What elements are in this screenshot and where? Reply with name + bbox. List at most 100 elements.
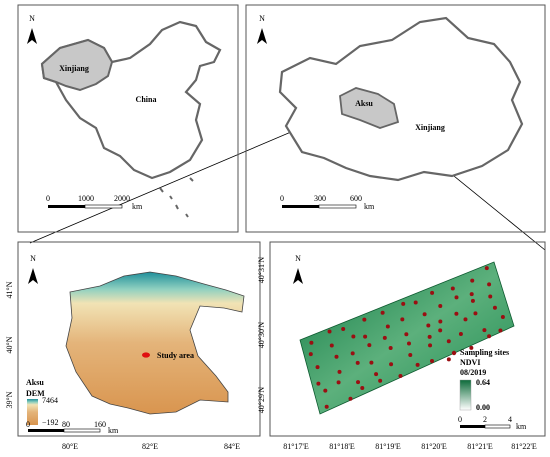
- sampling-site: [336, 380, 341, 385]
- xinjiang-outline: [278, 16, 524, 182]
- sampling-site: [360, 385, 365, 390]
- sampling-site: [356, 380, 361, 385]
- sampling-site: [308, 352, 313, 357]
- legend-title: NDVI: [460, 358, 480, 367]
- legend-max: 7464: [42, 396, 58, 405]
- scale-bar: [460, 425, 485, 428]
- sampling-site: [482, 328, 487, 333]
- legend-min: 0.00: [476, 403, 490, 412]
- sampling-site: [500, 314, 505, 319]
- legend-date: 08/2019: [460, 368, 486, 377]
- sampling-site: [463, 317, 468, 322]
- lon-label: 81°20'E: [421, 442, 447, 451]
- north-label: N: [295, 254, 301, 263]
- scale-label: 0: [280, 194, 284, 203]
- legend-title: Aksu: [26, 378, 44, 387]
- aksu-area: [339, 87, 400, 129]
- legend-sites: Sampling sites: [460, 348, 509, 357]
- sampling-site: [350, 351, 355, 356]
- north-arrow: [27, 28, 37, 44]
- frame: [245, 4, 546, 233]
- north-arrow: [257, 28, 267, 44]
- sampling-site: [470, 278, 475, 283]
- province-label: Xinjiang: [415, 123, 445, 132]
- sampling-site: [422, 312, 427, 317]
- sampling-site: [487, 282, 492, 287]
- north-label: N: [30, 254, 36, 263]
- lon-label: 82°E: [142, 442, 158, 451]
- panel-aksu: Study area N Aksu DEM 7464 −192 0 80 160…: [5, 241, 261, 451]
- scale-unit: km: [364, 202, 375, 211]
- sampling-site: [438, 328, 443, 333]
- sampling-site: [487, 334, 492, 339]
- panel-china: N Xinjiang China 0 1000 2000 km: [17, 4, 239, 233]
- sampling-site: [484, 266, 489, 271]
- scale-bar: [318, 204, 357, 209]
- panel-xinjiang: N Aksu Xinjiang 0 300 600 km: [245, 4, 546, 233]
- lon-label: 84°E: [224, 442, 240, 451]
- sampling-site: [369, 360, 374, 365]
- sampling-site: [316, 381, 321, 386]
- north-arrow: [293, 268, 303, 284]
- sampling-site: [406, 341, 411, 346]
- region-label: Aksu: [355, 99, 373, 108]
- lat-label: 39°N: [5, 391, 14, 408]
- sampling-site: [382, 335, 387, 340]
- sampling-site: [374, 372, 379, 377]
- sampling-site: [446, 339, 451, 344]
- connector: [29, 111, 339, 244]
- sampling-site: [426, 323, 431, 328]
- legend-subtitle: DEM: [26, 389, 45, 398]
- sampling-site: [327, 329, 332, 334]
- sampling-site: [469, 345, 474, 350]
- sampling-site: [341, 327, 346, 332]
- frame: [269, 241, 546, 437]
- north-arrow: [28, 268, 38, 284]
- sampling-site: [388, 346, 393, 351]
- scale-label: 600: [350, 194, 362, 203]
- sampling-site: [329, 343, 334, 348]
- study-area-label: Study area: [157, 351, 194, 360]
- sampling-site: [446, 357, 451, 362]
- scale-unit: km: [108, 426, 119, 435]
- sampling-site: [380, 310, 385, 315]
- legend-min: −192: [42, 418, 59, 427]
- legend-colorbar: [27, 399, 38, 425]
- lon-label: 81°18'E: [329, 442, 355, 451]
- sampling-site: [454, 295, 459, 300]
- sampling-site: [498, 328, 503, 333]
- scale-bar: [282, 205, 319, 208]
- scale-label: 0: [46, 194, 50, 203]
- legend-site-marker: [451, 350, 457, 356]
- lon-label: 80°E: [62, 442, 78, 451]
- sampling-site: [430, 358, 435, 363]
- sampling-site: [473, 311, 478, 316]
- sampling-site: [334, 354, 339, 359]
- sampling-site: [450, 286, 455, 291]
- sampling-site: [337, 369, 342, 374]
- scale-bar: [484, 424, 511, 429]
- region-label: Xinjiang: [59, 64, 89, 73]
- sampling-site: [438, 319, 443, 324]
- sampling-site: [362, 317, 367, 322]
- scale-unit: km: [516, 422, 527, 431]
- frame: [17, 241, 261, 437]
- sampling-site: [427, 334, 432, 339]
- sampling-site: [413, 300, 418, 305]
- sampling-site: [385, 324, 390, 329]
- sampling-site: [367, 343, 372, 348]
- xinjiang-area: [40, 38, 114, 92]
- sampling-site: [400, 317, 405, 322]
- sampling-site: [470, 298, 475, 303]
- north-label: N: [259, 14, 265, 23]
- ndvi-field: [299, 261, 515, 415]
- lat-label: 40°29'N: [257, 387, 266, 414]
- sampling-site: [408, 353, 413, 358]
- lat-label: 40°30'N: [257, 322, 266, 349]
- sampling-site: [415, 362, 420, 367]
- scale-unit: km: [132, 202, 143, 211]
- legend-colorbar: [459, 379, 472, 411]
- scale-label: 160: [94, 420, 106, 429]
- sampling-site: [363, 334, 368, 339]
- sampling-site: [428, 343, 433, 348]
